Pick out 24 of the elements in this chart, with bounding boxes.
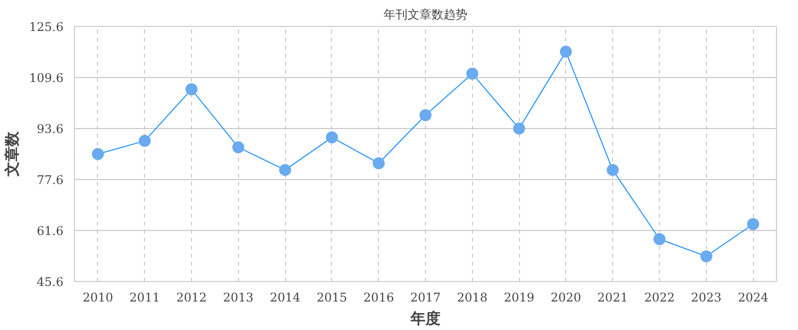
y-tick-label: 109.6 [29,71,64,85]
y-tick-label: 77.6 [36,173,64,187]
x-tick-label: 2021 [597,290,628,304]
x-tick-label: 2012 [176,290,207,304]
y-tick-label: 61.6 [36,224,64,238]
x-tick-label: 2014 [270,290,301,304]
x-tick-label: 2022 [644,290,675,304]
x-tick-label: 2020 [550,290,582,304]
y-tick-label: 125.6 [29,20,64,34]
x-tick-label: 2015 [316,290,348,304]
x-tick-label: 2023 [691,290,722,304]
x-tick-label: 2024 [738,290,769,304]
y-axis-title: 文章数 [3,130,22,178]
y-tick-label: 93.6 [36,122,64,136]
x-tick-label: 2019 [504,290,534,304]
chart-title: 年刊文章数趋势 [384,8,468,22]
y-tick-label: 45.6 [36,275,64,289]
x-tick-label: 2011 [129,290,160,304]
x-axis-title: 年度 [410,310,440,328]
x-tick-label: 2017 [410,290,441,304]
x-tick-label: 2013 [223,290,254,304]
x-tick-label: 2016 [363,290,394,304]
x-tick-label: 2010 [82,290,114,304]
x-tick-label: 2018 [457,290,488,304]
